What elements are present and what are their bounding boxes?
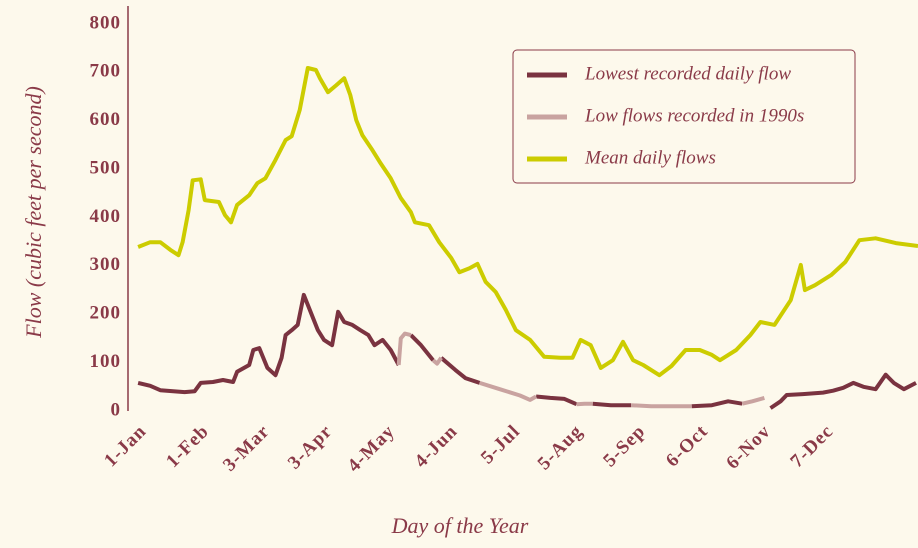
series-line <box>576 401 593 407</box>
y-tick-label: 300 <box>90 254 122 275</box>
legend-label: Mean daily flows <box>584 147 716 168</box>
y-tick-label: 0 <box>111 399 122 420</box>
series-line <box>631 403 692 409</box>
y-tick-label: 200 <box>90 303 122 324</box>
series-line <box>741 395 765 406</box>
legend: Lowest recorded daily flow Low flows reco… <box>512 49 856 184</box>
y-tick-label: 100 <box>90 351 122 372</box>
series-line <box>479 380 538 402</box>
series-line <box>137 292 401 395</box>
y-axis-title: Flow (cubic feet per second) <box>21 86 46 339</box>
series-line <box>691 399 743 409</box>
y-tick-label: 600 <box>90 109 122 130</box>
y-tick-label: 700 <box>90 61 122 82</box>
series-line <box>137 66 918 378</box>
y-tick-label: 800 <box>90 12 122 33</box>
series-line <box>396 331 412 366</box>
series-line <box>409 333 435 362</box>
y-tick-label: 400 <box>90 206 122 227</box>
series-line <box>431 356 443 366</box>
legend-label: Lowest recorded daily flow <box>584 63 791 84</box>
y-tick-label: 500 <box>90 157 122 178</box>
series-line <box>535 394 578 407</box>
series-line <box>439 356 481 385</box>
legend-box <box>512 49 856 184</box>
series-line <box>592 401 632 408</box>
legend-label: Low flows recorded in 1990s <box>584 105 804 126</box>
x-axis-title: Day of the Year <box>391 513 529 538</box>
series-line <box>769 372 917 410</box>
